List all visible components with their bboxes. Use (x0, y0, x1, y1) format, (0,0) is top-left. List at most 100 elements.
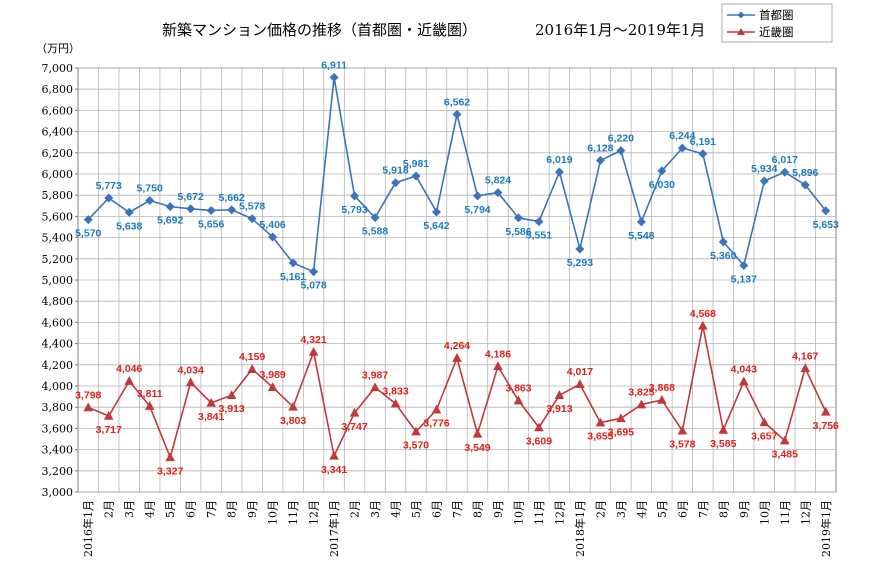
data-point-triangle (288, 401, 298, 411)
data-label: 5,293 (567, 257, 593, 269)
data-label: 4,264 (444, 340, 470, 352)
data-point-triangle (472, 428, 483, 438)
data-point-diamond (636, 217, 646, 227)
data-point-diamond (718, 237, 728, 247)
grid (77, 67, 837, 493)
data-label: 3,833 (382, 386, 408, 398)
y-tick-label: 6,600 (42, 104, 74, 117)
data-label: 6,019 (546, 154, 572, 166)
data-point-diamond (616, 146, 626, 156)
data-point-diamond (677, 143, 687, 153)
y-tick-label: 4,400 (42, 338, 74, 351)
data-label: 5,078 (300, 280, 326, 292)
data-point-triangle (718, 424, 729, 434)
y-tick-label: 5,800 (42, 189, 74, 202)
data-point-diamond (821, 206, 831, 216)
data-label: 5,570 (75, 228, 101, 240)
x-tick-label: 3月 (123, 500, 136, 518)
x-tick-label: 5月 (656, 500, 669, 518)
data-label: 5,578 (239, 201, 265, 213)
data-label: 3,913 (546, 403, 572, 415)
data-label: 5,548 (628, 230, 654, 242)
data-point-diamond (350, 191, 360, 201)
data-point-diamond (800, 180, 810, 190)
data-label: 4,321 (300, 334, 326, 346)
data-point-diamond (698, 149, 708, 159)
y-tick-label: 3,800 (42, 401, 74, 414)
x-tick-label: 8月 (226, 500, 239, 518)
data-label: 5,406 (259, 219, 285, 231)
x-tick-label: 3月 (369, 500, 382, 518)
data-label: 3,570 (403, 440, 429, 452)
data-point-diamond (104, 193, 114, 203)
data-point-diamond (370, 213, 380, 223)
x-tick-label: 2019年1月 (819, 500, 833, 557)
x-tick-label: 10月 (267, 500, 280, 525)
legend-marker-diamond (737, 11, 745, 19)
data-label: 3,756 (813, 420, 839, 432)
data-point-diamond (657, 166, 667, 176)
data-point-diamond (493, 188, 503, 198)
data-label: 4,159 (239, 351, 265, 363)
data-point-triangle (636, 399, 647, 409)
data-label: 5,896 (792, 167, 818, 179)
data-label: 4,167 (792, 350, 818, 362)
data-label: 5,672 (178, 191, 204, 203)
data-point-triangle (329, 450, 339, 460)
data-point-triangle (390, 398, 401, 408)
legend-box (721, 3, 833, 43)
y-tick-label: 4,600 (42, 316, 74, 329)
x-tick-label: 10月 (758, 500, 771, 525)
data-point-diamond (534, 217, 544, 227)
data-point-diamond (186, 204, 196, 214)
data-point-diamond (145, 196, 155, 205)
x-tick-label: 2月 (349, 500, 362, 518)
data-label: 4,186 (485, 348, 511, 360)
data-label: 6,030 (649, 179, 675, 191)
data-point-diamond (554, 167, 564, 177)
data-label: 3,341 (321, 464, 347, 476)
data-point-diamond (432, 207, 442, 217)
data-label: 4,046 (116, 363, 142, 375)
x-tick-label: 9月 (246, 500, 259, 518)
data-label: 5,638 (116, 220, 142, 232)
x-tick-label: 4月 (144, 500, 157, 518)
data-point-diamond (513, 213, 523, 223)
data-label: 6,562 (444, 96, 470, 108)
legend: 首都圏 近畿圏 (721, 3, 833, 43)
data-label: 3,863 (505, 383, 531, 395)
data-point-triangle (820, 406, 831, 416)
data-label: 3,578 (669, 439, 695, 451)
x-tick-label: 6月 (676, 500, 689, 518)
data-point-triangle (616, 413, 626, 423)
x-tick-label: 11月 (779, 500, 792, 525)
data-label: 6,128 (587, 142, 613, 154)
data-point-diamond (411, 171, 421, 181)
data-point-diamond (227, 205, 237, 215)
data-label: 3,657 (751, 430, 777, 442)
y-axis-unit-label: （万円） (36, 42, 80, 55)
data-point-triangle (534, 422, 544, 432)
x-tick-label: 4月 (635, 500, 648, 518)
data-point-diamond (309, 267, 319, 277)
data-label: 3,485 (772, 449, 798, 461)
data-label: 3,803 (280, 415, 306, 427)
data-point-triangle (431, 404, 442, 414)
data-point-triangle (554, 390, 565, 400)
x-tick-label: 2018年1月 (573, 500, 587, 557)
data-point-triangle (493, 361, 503, 371)
y-tick-label: 5,600 (42, 210, 74, 223)
data-point-triangle (779, 435, 790, 445)
data-label: 6,017 (772, 154, 798, 166)
x-tick-label: 5月 (410, 500, 423, 518)
data-label: 5,918 (382, 165, 408, 177)
y-tick-label: 3,400 (42, 444, 74, 457)
data-point-triangle (759, 417, 770, 427)
data-label: 3,549 (464, 442, 490, 454)
data-label: 5,662 (219, 192, 245, 204)
x-tick-label: 8月 (471, 500, 484, 518)
data-label: 4,568 (690, 308, 716, 320)
data-label: 3,327 (157, 465, 183, 477)
y-tick-label: 6,200 (42, 147, 74, 160)
